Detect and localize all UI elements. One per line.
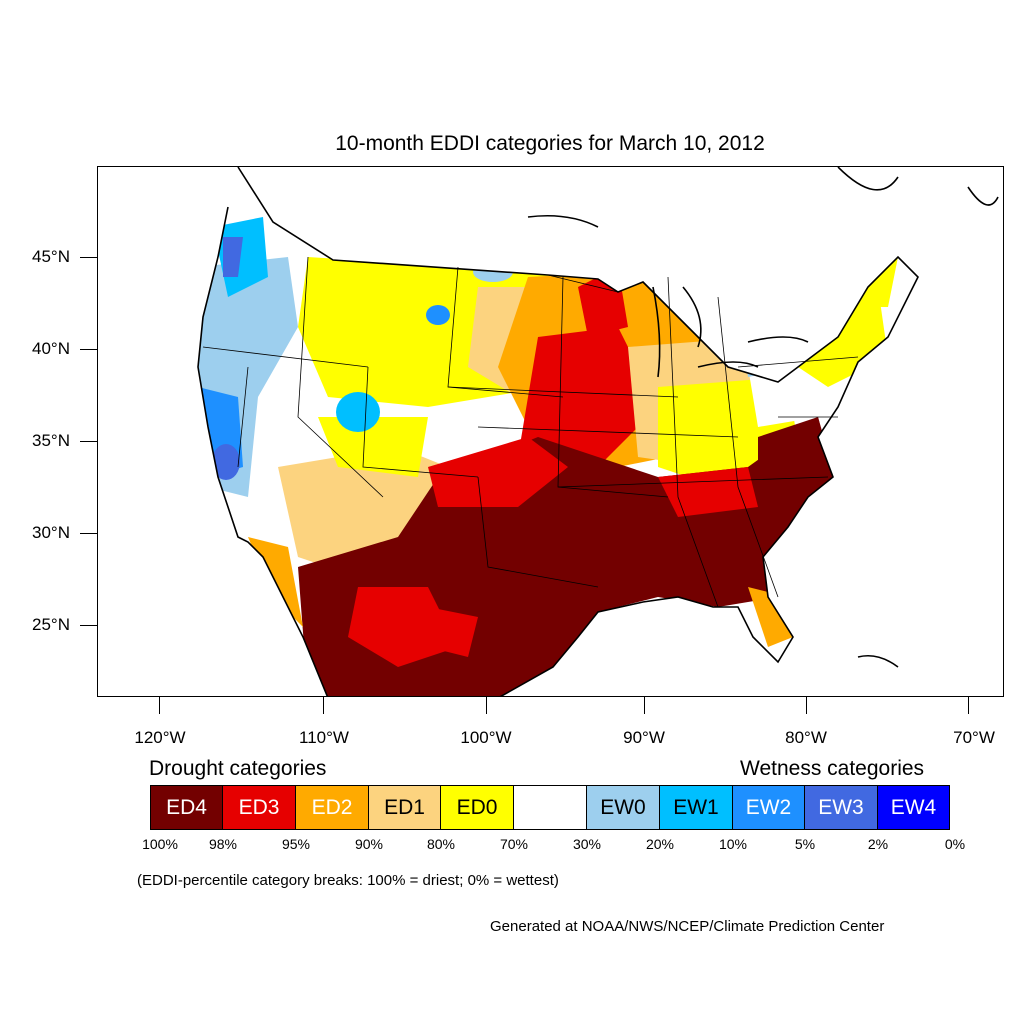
legend-colorbar: ED4 ED3 ED2 ED1 ED0 EW0 EW1 EW2 EW3 EW4 <box>150 785 950 830</box>
lat-tick <box>80 349 97 350</box>
legend-swatch-ew1: EW1 <box>660 785 733 830</box>
lon-label-120w: 120°W <box>134 728 186 747</box>
legend-swatch-ew3: EW3 <box>805 785 878 830</box>
eddi-map <box>197 167 999 696</box>
lat-label-30: 30°N <box>32 523 70 542</box>
percentile-labels: 100% 98% 95% 90% 80% 70% 30% 20% 10% 5% 2% 0% <box>0 836 1024 856</box>
lon-tick <box>486 697 487 714</box>
lon-label-110w: 110°W <box>299 728 349 747</box>
lon-tick <box>159 697 160 714</box>
wetness-heading: Wetness categories <box>740 757 925 780</box>
percentile-label: 2% <box>867 836 889 852</box>
legend-swatch-ed1: ED1 <box>369 785 441 830</box>
lat-label-45: 45°N <box>32 247 70 266</box>
map-title: 10-month EDDI categories for March 10, 2… <box>335 132 765 155</box>
percentile-label: 5% <box>794 836 816 852</box>
lon-tick <box>806 697 807 714</box>
legend-swatch-ew2: EW2 <box>733 785 805 830</box>
percentile-label: 70% <box>499 836 529 852</box>
lat-tick <box>80 257 97 258</box>
category-field <box>198 167 918 696</box>
credit-text: Generated at NOAA/NWS/NCEP/Climate Predi… <box>490 918 885 935</box>
percentile-label: 90% <box>354 836 384 852</box>
lat-label-35: 35°N <box>32 431 70 450</box>
legend-swatch-ew4: EW4 <box>878 785 950 830</box>
percentile-label: 100% <box>142 836 178 852</box>
lon-tick <box>323 697 324 714</box>
lon-label-80w: 80°W <box>785 728 827 747</box>
percentile-label: 80% <box>426 836 456 852</box>
lon-tick <box>644 697 645 714</box>
legend-swatch-ed0: ED0 <box>441 785 514 830</box>
lon-label-70w: 70°W <box>953 728 995 747</box>
percentile-label: 30% <box>572 836 602 852</box>
lat-tick <box>80 625 97 626</box>
percentile-label: 10% <box>718 836 748 852</box>
legend-swatch-ed4: ED4 <box>150 785 223 830</box>
legend-swatch-ed2: ED2 <box>296 785 369 830</box>
percentile-label: 95% <box>281 836 311 852</box>
lat-tick <box>80 441 97 442</box>
percentile-label: 98% <box>208 836 238 852</box>
percentile-label: 0% <box>944 836 966 852</box>
lat-tick <box>80 533 97 534</box>
category-breaks-note: (EDDI-percentile category breaks: 100% =… <box>137 872 559 889</box>
lat-label-25: 25°N <box>32 615 70 634</box>
legend-swatch-normal <box>514 785 587 830</box>
coastline <box>197 167 919 696</box>
lon-tick <box>968 697 969 714</box>
drought-heading: Drought categories <box>149 757 327 780</box>
map-panel <box>97 166 1004 697</box>
percentile-label: 20% <box>645 836 675 852</box>
legend-swatch-ew0: EW0 <box>587 785 660 830</box>
lon-label-100w: 100°W <box>460 728 512 747</box>
lon-label-90w: 90°W <box>623 728 665 747</box>
map-edge <box>248 172 833 222</box>
legend-swatch-ed3: ED3 <box>223 785 296 830</box>
lat-label-40: 40°N <box>32 339 70 358</box>
